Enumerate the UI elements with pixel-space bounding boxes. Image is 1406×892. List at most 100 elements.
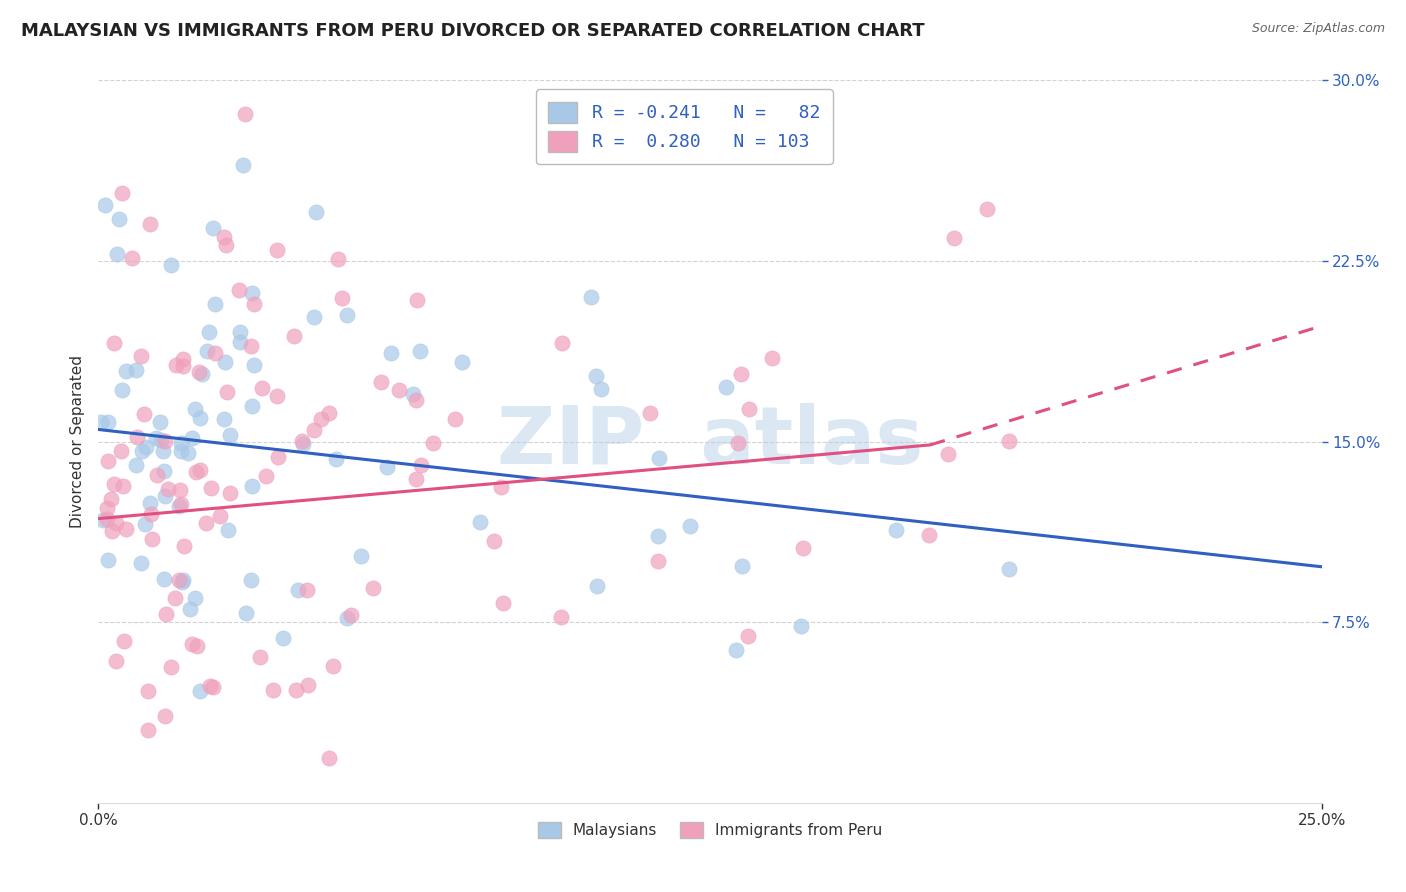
Point (112, 633, 135, 648)
Point (489, 480, 512, 494)
Point (97, 454, 120, 468)
Point (297, 678, 319, 692)
Point (233, 107, 256, 121)
Point (167, 499, 190, 513)
Point (136, 684, 159, 698)
Point (141, 507, 163, 521)
Point (97, 553, 120, 567)
Text: ZIP  atlas: ZIP atlas (496, 402, 924, 481)
Y-axis label: Divorced or Separated: Divorced or Separated (69, 355, 84, 528)
Point (422, 435, 444, 450)
Point (884, 524, 907, 538)
Point (125, 363, 148, 377)
Point (309, 412, 332, 426)
Point (169, 573, 191, 587)
Point (291, 436, 314, 450)
Point (172, 573, 194, 587)
Point (470, 515, 492, 529)
Point (918, 528, 941, 542)
Point (585, 369, 607, 384)
Point (228, 283, 250, 297)
Legend: Malaysians, Immigrants from Peru: Malaysians, Immigrants from Peru (530, 814, 890, 846)
Point (127, 430, 149, 444)
Point (139, 495, 162, 509)
Point (155, 607, 177, 621)
Point (153, 464, 176, 478)
Point (302, 310, 325, 325)
Point (96, 415, 118, 429)
Point (204, 345, 226, 359)
Point (262, 683, 284, 698)
Point (103, 476, 125, 491)
Point (409, 343, 432, 358)
Point (180, 431, 202, 445)
Point (103, 335, 125, 350)
Point (761, 351, 783, 365)
Point (121, 251, 143, 265)
Point (148, 415, 170, 429)
Point (242, 479, 264, 493)
Point (152, 572, 174, 586)
Point (291, 434, 314, 448)
Point (229, 335, 252, 350)
Point (330, 291, 353, 305)
Point (235, 606, 257, 620)
Point (482, 533, 505, 548)
Point (254, 468, 277, 483)
Point (679, 518, 702, 533)
Point (188, 463, 211, 477)
Point (589, 382, 612, 396)
Point (361, 581, 384, 595)
Point (725, 643, 748, 657)
Point (201, 681, 224, 695)
Point (195, 343, 218, 358)
Point (165, 358, 187, 372)
Point (738, 402, 761, 417)
Point (153, 489, 176, 503)
Point (215, 384, 238, 399)
Point (581, 290, 603, 304)
Point (188, 684, 211, 698)
Point (217, 523, 239, 537)
Point (318, 751, 340, 765)
Point (336, 611, 359, 625)
Point (731, 559, 754, 574)
Point (266, 389, 288, 403)
Point (110, 383, 132, 397)
Point (271, 631, 294, 645)
Point (170, 435, 193, 450)
Point (134, 516, 156, 531)
Point (586, 579, 609, 593)
Point (104, 516, 127, 530)
Point (295, 583, 318, 598)
Point (638, 406, 661, 420)
Point (105, 654, 128, 668)
Point (146, 467, 169, 482)
Point (208, 509, 231, 524)
Point (173, 539, 195, 553)
Point (159, 660, 181, 674)
Point (405, 293, 427, 307)
Point (188, 366, 211, 380)
Point (936, 447, 959, 461)
Point (136, 723, 159, 737)
Point (492, 596, 515, 610)
Point (305, 204, 328, 219)
Point (339, 607, 361, 622)
Point (169, 483, 191, 497)
Point (188, 410, 211, 425)
Point (405, 392, 427, 407)
Point (96, 500, 118, 515)
Point (240, 286, 263, 301)
Point (202, 220, 225, 235)
Point (267, 450, 290, 465)
Point (100, 491, 122, 506)
Point (249, 649, 271, 664)
Point (998, 562, 1021, 576)
Point (737, 629, 759, 643)
Point (229, 325, 252, 339)
Point (111, 479, 134, 493)
Point (647, 554, 669, 568)
Point (194, 516, 217, 530)
Point (647, 529, 669, 543)
